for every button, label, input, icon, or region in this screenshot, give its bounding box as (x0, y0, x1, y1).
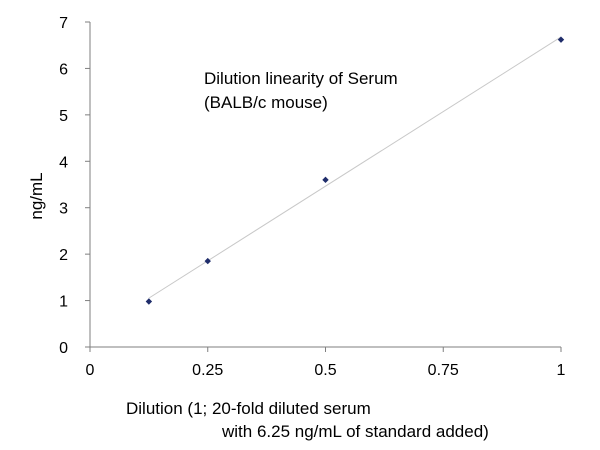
y-tick-label: 1 (59, 294, 68, 311)
y-axis-ticks: 0 1 2 3 4 5 6 7 (59, 15, 90, 357)
x-axis-title-line-2: with 6.25 ng/mL of standard added) (221, 422, 489, 441)
x-tick-label: 0.25 (192, 362, 223, 379)
x-axis-ticks: 0 0.25 0.5 0.75 1 (86, 347, 566, 379)
y-tick-label: 7 (59, 15, 68, 32)
y-tick-label: 2 (59, 247, 68, 264)
chart-annotation-line-1: Dilution linearity of Serum (204, 69, 398, 88)
x-tick-label: 1 (557, 362, 566, 379)
chart-annotation-line-2: (BALB/c mouse) (204, 93, 328, 112)
x-tick-label: 0.5 (314, 362, 336, 379)
y-tick-label: 6 (59, 61, 68, 78)
data-points (145, 36, 565, 305)
x-axis-title-line-1: Dilution (1; 20-fold diluted serum (126, 399, 371, 418)
y-tick-label: 4 (59, 154, 68, 171)
y-axis-title: ng/mL (27, 172, 46, 219)
data-point (557, 36, 565, 43)
x-tick-label: 0.75 (428, 362, 459, 379)
trendline (148, 36, 562, 299)
data-point (322, 176, 329, 184)
y-tick-label: 5 (59, 108, 68, 125)
data-point (204, 257, 211, 265)
trendline-group (148, 36, 562, 299)
x-tick-label: 0 (86, 362, 95, 379)
y-tick-label: 3 (59, 201, 68, 218)
data-point (145, 298, 153, 305)
y-tick-label: 0 (59, 340, 68, 357)
